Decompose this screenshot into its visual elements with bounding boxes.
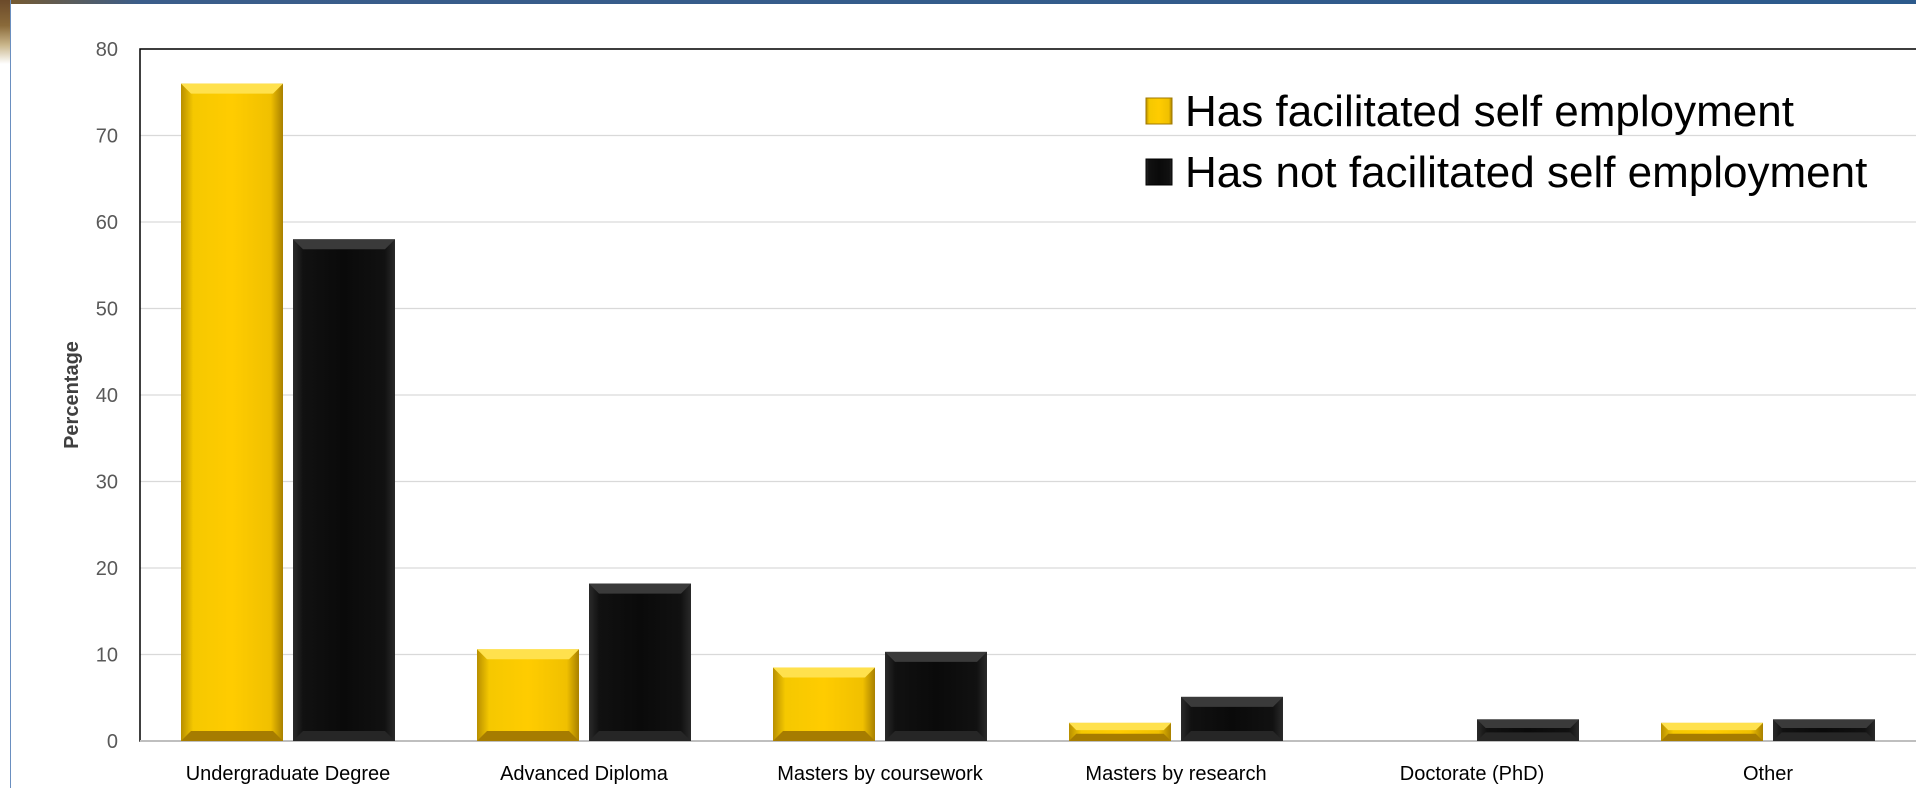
legend: Has facilitated self employment Has not f… xyxy=(1145,87,1867,197)
window-top-border xyxy=(0,0,1916,4)
bar xyxy=(1181,696,1283,741)
y-tick-label: 70 xyxy=(96,126,118,148)
bar xyxy=(477,649,579,741)
x-tick-label: Undergraduate Degree xyxy=(186,763,391,785)
y-axis-label: Percentage xyxy=(61,341,83,449)
y-tick-label: 50 xyxy=(96,299,118,321)
bar xyxy=(1773,719,1875,741)
legend-item: Has facilitated self employment xyxy=(1145,87,1794,136)
legend-swatch xyxy=(1145,158,1173,186)
legend-swatch xyxy=(1145,97,1173,125)
bar xyxy=(773,667,875,741)
gridlines xyxy=(140,48,1916,656)
legend-label: Has facilitated self employment xyxy=(1185,87,1794,136)
x-tick-label: Masters by coursework xyxy=(777,763,984,785)
x-tick-label: Doctorate (PhD) xyxy=(1400,763,1545,785)
bar xyxy=(293,239,395,742)
x-tick-label: Other xyxy=(1743,763,1793,785)
y-tick-label: 0 xyxy=(107,731,118,753)
y-axis: 0 10 20 30 40 50 60 70 80 xyxy=(96,39,1916,753)
y-tick-label: 30 xyxy=(96,472,118,494)
y-tick-label: 10 xyxy=(96,645,118,667)
bar xyxy=(1661,722,1763,741)
bar xyxy=(589,583,691,741)
bar xyxy=(885,651,987,741)
slide-left-border xyxy=(0,0,11,788)
legend-label: Has not facilitated self employment xyxy=(1185,148,1867,197)
background-photo-fragment xyxy=(0,0,10,64)
legend-item: Has not facilitated self employment xyxy=(1145,148,1867,197)
x-tick-label: Advanced Diploma xyxy=(500,763,669,785)
bar xyxy=(181,83,283,742)
y-tick-label: 60 xyxy=(96,212,118,234)
bar xyxy=(1069,722,1171,741)
x-tick-label: Masters by research xyxy=(1085,763,1266,785)
bars xyxy=(181,83,1875,742)
x-axis: Undergraduate Degree Advanced Diploma Mast… xyxy=(186,763,1794,785)
y-tick-label: 80 xyxy=(96,39,118,61)
y-tick-label: 40 xyxy=(96,385,118,407)
y-tick-label: 20 xyxy=(96,558,118,580)
bar xyxy=(1477,719,1579,741)
